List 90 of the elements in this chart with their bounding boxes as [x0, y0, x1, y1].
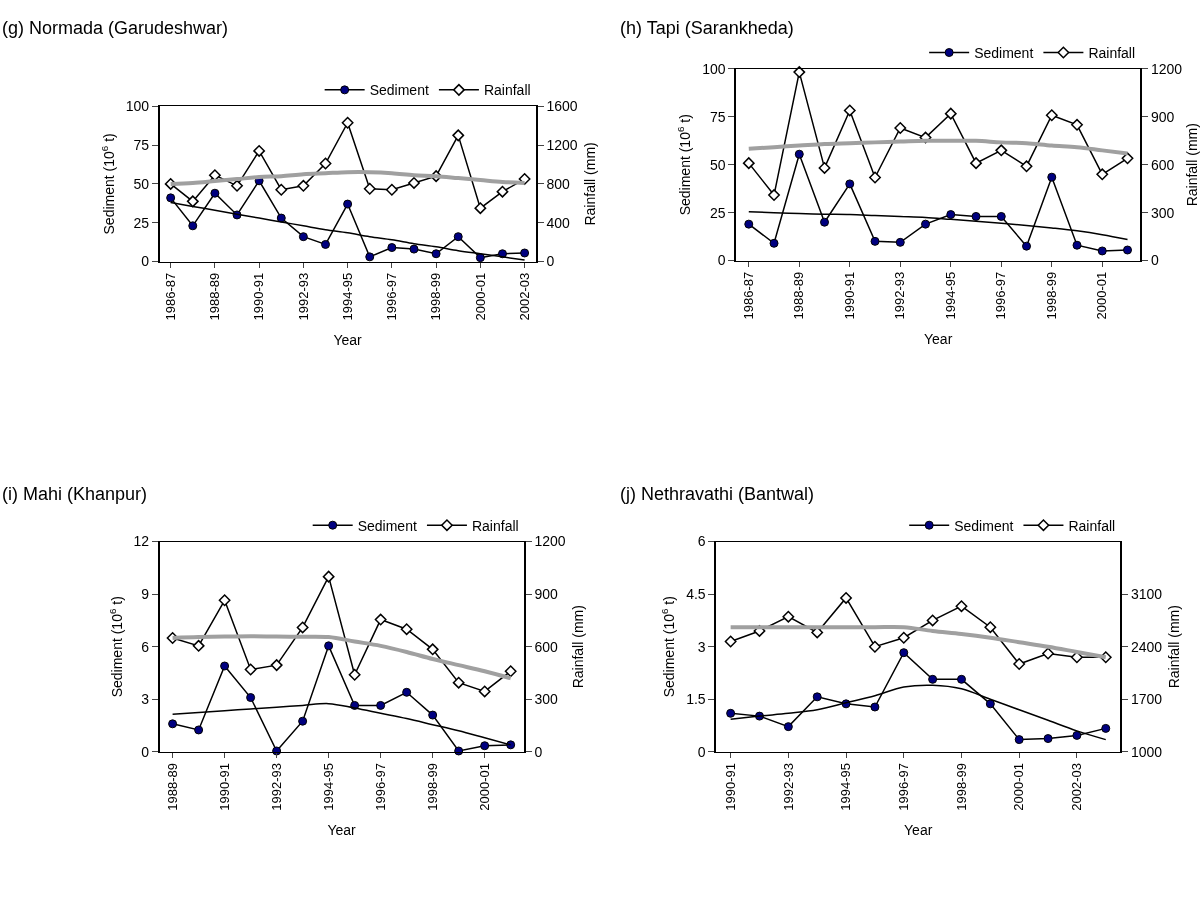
x-tick-label: 1992-93	[268, 763, 284, 811]
legend-label: Sediment	[954, 517, 1014, 534]
x-tick-label: 1996-97	[384, 272, 400, 321]
y2-tick-label: 1600	[546, 98, 578, 115]
y2-axis-title: Rainfall (mm)	[569, 605, 586, 689]
x-axis-title: Year	[924, 330, 953, 347]
y-tick-label: 25	[133, 214, 150, 231]
chart-title: (i) Mahi (Khanpur)	[2, 484, 148, 504]
chart-title: (g) Normada (Garudeshwar)	[2, 18, 229, 38]
y2-axis-title: Rainfall (mm)	[1184, 123, 1200, 207]
x-tick-label: 2002-03	[1069, 763, 1085, 811]
y-tick-label: 4.5	[686, 586, 706, 603]
y2-tick-label: 1700	[1130, 691, 1163, 708]
y-tick-label: 75	[133, 136, 150, 153]
x-tick-label: 1990-91	[216, 763, 232, 811]
x-tick-label: 1998-99	[1044, 271, 1059, 320]
x-tick-label: 1992-93	[780, 763, 796, 811]
y2-tick-label: 900	[1150, 108, 1175, 125]
y-tick-label: 1.5	[686, 691, 706, 708]
x-tick-label: 2002-03	[516, 272, 532, 321]
y2-tick-label: 300	[1150, 204, 1175, 221]
y2-tick-label: 400	[546, 214, 571, 231]
y-tick-label: 0	[141, 253, 150, 270]
legend-label: Rainfall	[1088, 44, 1136, 61]
y-tick-label: 6	[141, 638, 150, 655]
y2-tick-label: 2400	[1130, 638, 1163, 655]
y2-tick-label: 0	[534, 743, 543, 760]
x-tick-label: 1990-91	[842, 271, 857, 320]
y2-tick-label: 1200	[534, 533, 566, 550]
x-tick-label: 1992-93	[295, 272, 311, 321]
y2-tick-label: 0	[546, 253, 555, 270]
x-tick-label: 2000-01	[472, 272, 488, 321]
x-tick-label: 1998-99	[428, 272, 444, 321]
y2-tick-label: 3100	[1130, 586, 1163, 603]
x-tick-label: 1998-99	[424, 763, 440, 811]
x-tick-label: 1986-87	[162, 272, 178, 321]
x-tick-label: 1994-95	[838, 763, 854, 811]
y2-tick-label: 0	[1150, 252, 1159, 269]
x-tick-label: 1996-97	[372, 763, 388, 811]
x-axis-title: Year	[333, 331, 363, 348]
x-tick-label: 1998-99	[953, 763, 969, 811]
legend-label: Rainfall	[471, 517, 519, 534]
y-tick-label: 9	[141, 586, 150, 603]
y-tick-label: 25	[710, 204, 726, 221]
x-tick-label: 1990-91	[722, 763, 738, 811]
y-tick-label: 0	[717, 252, 726, 269]
x-tick-label: 1996-97	[896, 763, 911, 811]
x-tick-label: 2000-01	[1011, 763, 1027, 811]
x-tick-label: 1986-87	[741, 271, 756, 320]
y-tick-label: 100	[125, 98, 150, 115]
y-tick-label: 3	[697, 638, 706, 655]
x-tick-label: 1990-91	[251, 272, 267, 321]
y2-tick-label: 900	[534, 586, 559, 603]
y2-tick-label: 800	[546, 175, 571, 192]
y2-tick-label: 1200	[1150, 60, 1183, 77]
x-tick-label: 1994-95	[320, 763, 336, 811]
x-tick-label: 1994-95	[339, 272, 355, 321]
x-tick-label: 1996-97	[993, 271, 1009, 320]
legend-label: Sediment	[974, 44, 1034, 61]
y2-axis-title: Rainfall (mm)	[1166, 605, 1183, 689]
chart-title: (h) Tapi (Sarankheda)	[620, 18, 794, 38]
y-tick-label: 3	[141, 691, 150, 708]
y2-axis-title: Rainfall (mm)	[581, 142, 598, 226]
y2-tick-label: 1200	[546, 136, 578, 153]
y-tick-label: 75	[710, 108, 726, 125]
legend-label: Sediment	[357, 517, 417, 534]
x-tick-label: 2000-01	[476, 763, 492, 811]
y2-tick-label: 1000	[1130, 743, 1163, 760]
y-tick-label: 0	[141, 743, 150, 760]
chart-title: (j) Nethravathi (Bantwal)	[620, 484, 815, 504]
x-axis-title: Year	[904, 822, 933, 839]
y-tick-label: 100	[702, 60, 726, 77]
x-tick-label: 2000-01	[1094, 271, 1110, 320]
x-tick-label: 1988-89	[791, 271, 807, 320]
legend-label: Rainfall	[483, 82, 531, 99]
y2-tick-label: 300	[534, 691, 559, 708]
x-tick-label: 1994-95	[943, 271, 958, 320]
x-tick-label: 1992-93	[892, 271, 908, 320]
y-tick-label: 6	[697, 533, 706, 550]
y2-tick-label: 600	[534, 638, 559, 655]
y-tick-label: 0	[697, 743, 706, 760]
y-tick-label: 12	[133, 533, 150, 550]
y2-tick-label: 600	[1150, 156, 1175, 173]
legend-label: Rainfall	[1068, 517, 1116, 534]
x-tick-label: 1988-89	[164, 763, 180, 811]
legend-label: Sediment	[369, 82, 429, 99]
y-tick-label: 50	[133, 175, 150, 192]
x-tick-label: 1988-89	[207, 272, 223, 321]
x-axis-title: Year	[327, 822, 357, 839]
y-tick-label: 50	[710, 156, 726, 173]
